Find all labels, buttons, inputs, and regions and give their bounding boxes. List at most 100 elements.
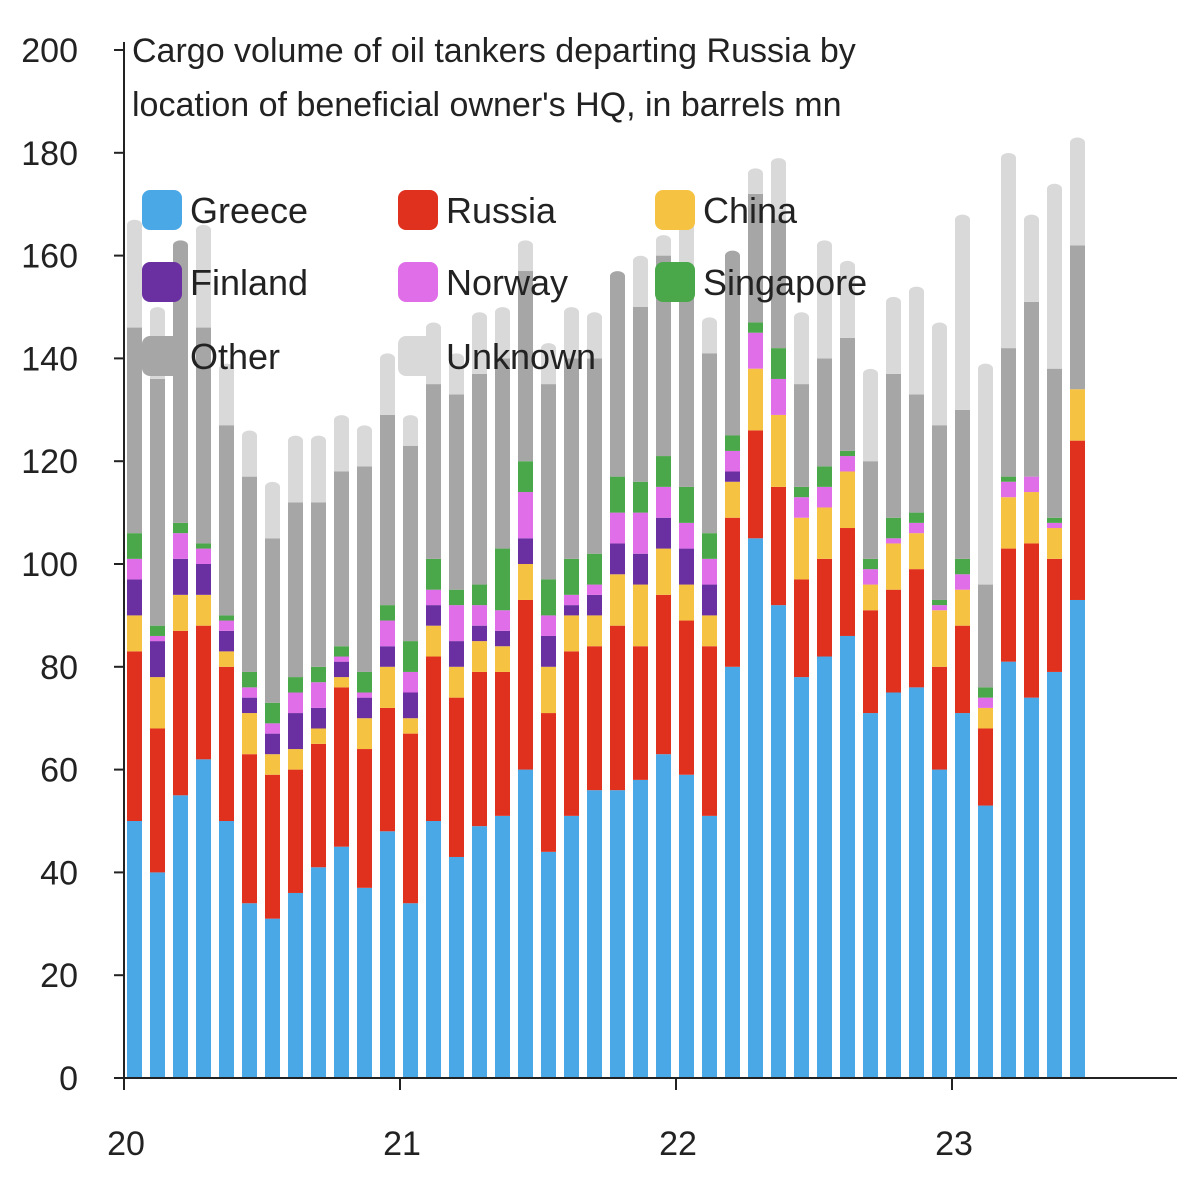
bar-other-30: Jul 2022 — Other: 21 <box>817 358 832 467</box>
bar-singapore-4: May 2020 — Singapore: 1 <box>219 615 234 621</box>
bar-other-9: Oct 2020 — Other: 34 <box>334 471 349 647</box>
bar-russia-36: Jan 2023 — Russia: 17 <box>955 625 970 714</box>
bar-russia-31: Aug 2022 — Russia: 21 <box>840 528 855 636</box>
bar-cap-4 <box>219 363 234 374</box>
bar-cap-37 <box>978 363 993 374</box>
bar-singapore-26: Mar 2022 — Singapore: 3 <box>725 435 740 451</box>
legend-label-singapore: Singapore <box>703 262 867 303</box>
bar-greece-10: Nov 2020 — Greece: 37 <box>357 887 372 1078</box>
bar-china-39: Apr 2023 — China: 10 <box>1024 492 1039 544</box>
y-tick-label-160: 160 <box>21 238 78 276</box>
bar-russia-26: Mar 2022 — Russia: 29 <box>725 517 740 667</box>
legend-swatch-china <box>655 190 695 230</box>
bar-norway-3: Apr 2020 — Norway: 3 <box>196 548 211 564</box>
bar-greece-33: Oct 2022 — Greece: 75 <box>886 692 901 1078</box>
bar-singapore-31: Aug 2022 — Singapore: 1 <box>840 450 855 457</box>
bar-greece-39: Apr 2023 — Greece: 74 <box>1024 697 1039 1078</box>
bar-unknown-32: Sep 2022 — Unknown: 17 <box>863 373 878 462</box>
bar-finland-0: Jan 2020 — Finland: 7 <box>127 579 142 616</box>
bar-greece-9: Oct 2020 — Greece: 45 <box>334 846 349 1078</box>
bar-norway-28: May 2022 — Norway: 7 <box>771 378 786 415</box>
bar-norway-6: Jul 2020 — Norway: 2 <box>265 723 280 734</box>
bar-greece-32: Sep 2022 — Greece: 71 <box>863 713 878 1078</box>
x-tick-label-22: 22 <box>659 1125 697 1163</box>
bar-china-7: Aug 2020 — China: 4 <box>288 749 303 770</box>
bar-china-24: Jan 2022 — China: 7 <box>679 584 694 621</box>
bar-singapore-7: Aug 2020 — Singapore: 3 <box>288 677 303 693</box>
bar-norway-4: May 2020 — Norway: 2 <box>219 620 234 631</box>
bar-other-34: Nov 2022 — Other: 23 <box>909 394 924 513</box>
bar-cap-27 <box>748 168 763 179</box>
bar-russia-2: Mar 2020 — Russia: 32 <box>173 630 188 796</box>
chart-legend: Greece Russia China Finland Norway Singapore O… <box>142 190 867 377</box>
bar-cap-28 <box>771 158 786 169</box>
bar-singapore-1: Feb 2020 — Singapore: 2 <box>150 625 165 636</box>
bar-finland-3: Apr 2020 — Finland: 6 <box>196 564 211 595</box>
bar-greece-0: Jan 2020 — Greece: 50 <box>127 821 142 1078</box>
bar-other-35: Dec 2022 — Other: 34 <box>932 425 947 600</box>
bar-russia-25: Feb 2022 — Russia: 33 <box>702 646 717 816</box>
bar-norway-37: Feb 2023 — Norway: 2 <box>978 697 993 708</box>
bar-other-0: Jan 2020 — Other: 40 <box>127 327 142 534</box>
bar-finland-25: Feb 2022 — Finland: 6 <box>702 584 717 616</box>
y-tick-label-180: 180 <box>21 135 78 173</box>
bar-other-36: Jan 2023 — Other: 29 <box>955 409 970 559</box>
bar-other-4: May 2020 — Other: 37 <box>219 425 234 616</box>
bar-china-41: Jun 2023 — China: 10 <box>1070 389 1085 441</box>
bar-finland-7: Aug 2020 — Finland: 7 <box>288 713 303 750</box>
legend-label-unknown: Unknown <box>446 336 596 377</box>
bar-cap-1 <box>150 307 165 318</box>
bar-unknown-10: Nov 2020 — Unknown: 7 <box>357 430 372 467</box>
bar-finland-2: Mar 2020 — Finland: 7 <box>173 558 188 595</box>
legend-swatch-russia <box>398 190 438 230</box>
bar-greece-29: Jun 2022 — Greece: 78 <box>794 677 809 1078</box>
bar-cap-31 <box>840 260 855 271</box>
bar-singapore-10: Nov 2020 — Singapore: 4 <box>357 671 372 693</box>
bar-greece-6: Jul 2020 — Greece: 31 <box>265 918 280 1078</box>
legend-label-other: Other <box>190 336 280 377</box>
title-line-1: Cargo volume of oil tankers departing Ru… <box>132 32 856 70</box>
bar-russia-8: Sep 2020 — Russia: 24 <box>311 743 326 868</box>
bar-cap-7 <box>288 435 303 446</box>
bar-cap-11 <box>380 353 395 364</box>
bar-other-28: May 2022 — Other: 25 <box>771 219 786 349</box>
bar-norway-35: Dec 2022 — Norway: 1 <box>932 605 947 611</box>
bar-greece-38: Mar 2023 — Greece: 81 <box>1001 661 1016 1078</box>
bar-other-32: Sep 2022 — Other: 19 <box>863 461 878 559</box>
legend-label-finland: Finland <box>190 262 308 303</box>
bar-greece-28: May 2022 — Greece: 92 <box>771 605 786 1078</box>
bar-singapore-34: Nov 2022 — Singapore: 2 <box>909 512 924 523</box>
bar-china-11: Dec 2020 — China: 8 <box>380 666 395 708</box>
bar-unknown-11: Dec 2020 — Unknown: 11 <box>380 358 395 415</box>
